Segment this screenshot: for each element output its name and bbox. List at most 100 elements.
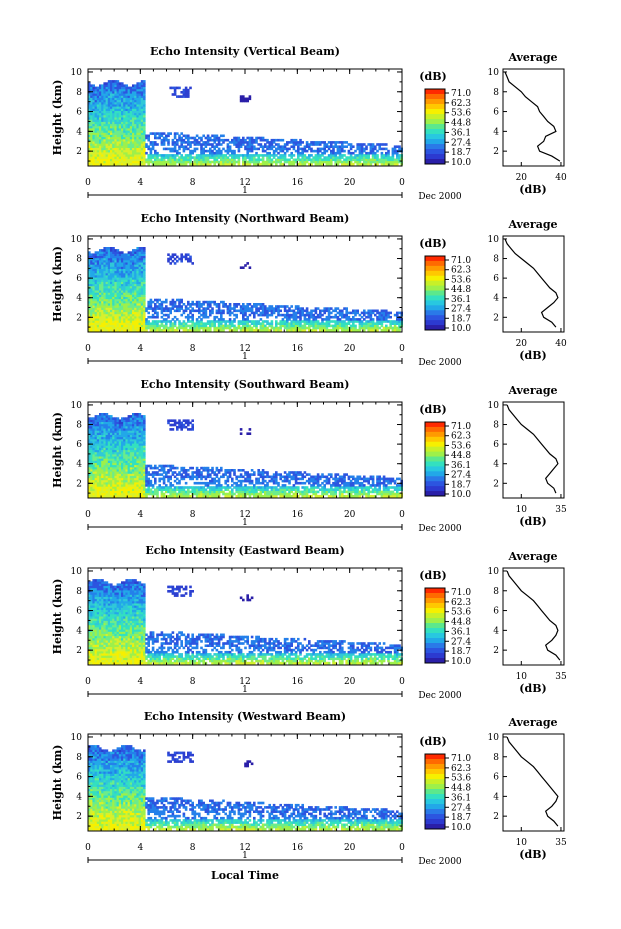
avg-y-tick-label: 2: [493, 313, 499, 323]
heat-cell: [268, 143, 271, 146]
heat-cell: [138, 315, 142, 319]
heat-cell: [88, 266, 91, 269]
heat-cell: [220, 154, 223, 157]
heat-cell: [281, 324, 285, 328]
heat-cell: [393, 313, 397, 317]
heat-cell: [345, 162, 348, 166]
heat-cell: [187, 154, 190, 157]
heat-cell: [319, 154, 322, 157]
heat-cell: [92, 322, 95, 325]
heat-cell: [136, 320, 139, 323]
heat-cell: [178, 303, 181, 306]
heat-cell: [107, 300, 111, 304]
heat-cell: [112, 275, 115, 278]
heat-cell: [308, 156, 311, 159]
heat-cell: [94, 121, 98, 125]
heat-cell: [297, 326, 300, 330]
heat-cell: [369, 326, 373, 330]
heat-cell: [88, 251, 91, 254]
heat-cell: [352, 156, 355, 159]
heat-cell: [103, 421, 106, 425]
heat-cell: [176, 305, 179, 308]
heat-cell: [99, 141, 102, 144]
heat-cell: [92, 469, 95, 472]
heat-cell: [136, 257, 139, 261]
heat-cell: [294, 318, 298, 321]
heat-cell: [325, 143, 329, 146]
heat-cell: [275, 307, 278, 310]
heat-cell: [116, 160, 120, 164]
heat-cell: [299, 322, 302, 325]
heat-cell: [305, 318, 309, 321]
heat-cell: [114, 322, 117, 325]
heat-cell: [173, 86, 177, 90]
heat-cell: [275, 138, 278, 142]
heat-cell: [110, 151, 113, 155]
heat-cell: [88, 138, 91, 142]
heat-cell: [193, 162, 197, 166]
heat-cell: [198, 307, 201, 310]
heat-cell: [123, 275, 126, 278]
heat-cell: [103, 287, 106, 291]
heat-cell: [110, 425, 113, 429]
heat-cell: [136, 123, 139, 127]
heat-cell: [90, 425, 93, 429]
heat-cell: [112, 473, 115, 476]
heat-cell: [127, 270, 131, 274]
heat-cell: [308, 145, 311, 148]
heat-cell: [171, 259, 175, 263]
heat-cell: [356, 154, 359, 157]
heat-cell: [107, 114, 111, 118]
heat-cell: [88, 445, 91, 448]
heat-cell: [112, 80, 115, 83]
heat-cell: [118, 475, 122, 479]
heat-cell: [184, 156, 188, 159]
heat-cell: [391, 160, 395, 164]
heat-cell: [136, 313, 139, 317]
heat-cell: [237, 147, 241, 151]
heat-cell: [171, 138, 175, 142]
heat-cell: [233, 158, 236, 162]
heat-cell: [389, 326, 392, 330]
heat-cell: [125, 298, 128, 302]
heat-cell: [110, 147, 113, 151]
heat-cell: [237, 326, 241, 330]
heat-cell: [231, 322, 234, 325]
heat-cell: [110, 307, 113, 310]
heat-cell: [154, 151, 157, 155]
heat-cell: [316, 147, 320, 151]
heat-cell: [193, 322, 197, 325]
heat-cell: [105, 475, 109, 479]
heat-cell: [363, 326, 366, 330]
heat-cell: [116, 466, 120, 470]
heat-cell: [193, 141, 197, 144]
heat-cell: [140, 272, 144, 276]
heat-cell: [213, 138, 216, 142]
heat-cell: [114, 290, 117, 293]
heat-cell: [303, 145, 307, 148]
heat-cell: [281, 154, 285, 157]
heat-cell: [116, 251, 120, 254]
heat-cell: [110, 324, 113, 328]
heat-cell: [173, 162, 177, 166]
heat-cell: [217, 307, 221, 310]
heat-cell: [90, 430, 93, 433]
heat-cell: [239, 307, 243, 310]
heat-cell: [237, 158, 241, 162]
heat-cell: [118, 134, 122, 138]
heat-cell: [99, 117, 102, 120]
heat-cell: [224, 162, 227, 166]
heat-cell: [136, 303, 139, 306]
heat-cell: [118, 419, 122, 422]
heat-cell: [246, 147, 249, 151]
heat-cell: [233, 160, 236, 164]
heat-cell: [127, 91, 131, 94]
heat-cell: [101, 277, 104, 280]
heat-cell: [257, 307, 260, 310]
heat-cell: [202, 326, 205, 330]
heat-cell: [94, 158, 98, 162]
heat-cell: [314, 307, 318, 310]
heat-cell: [90, 134, 93, 138]
heat-cell: [138, 290, 142, 293]
heat-cell: [184, 326, 188, 330]
